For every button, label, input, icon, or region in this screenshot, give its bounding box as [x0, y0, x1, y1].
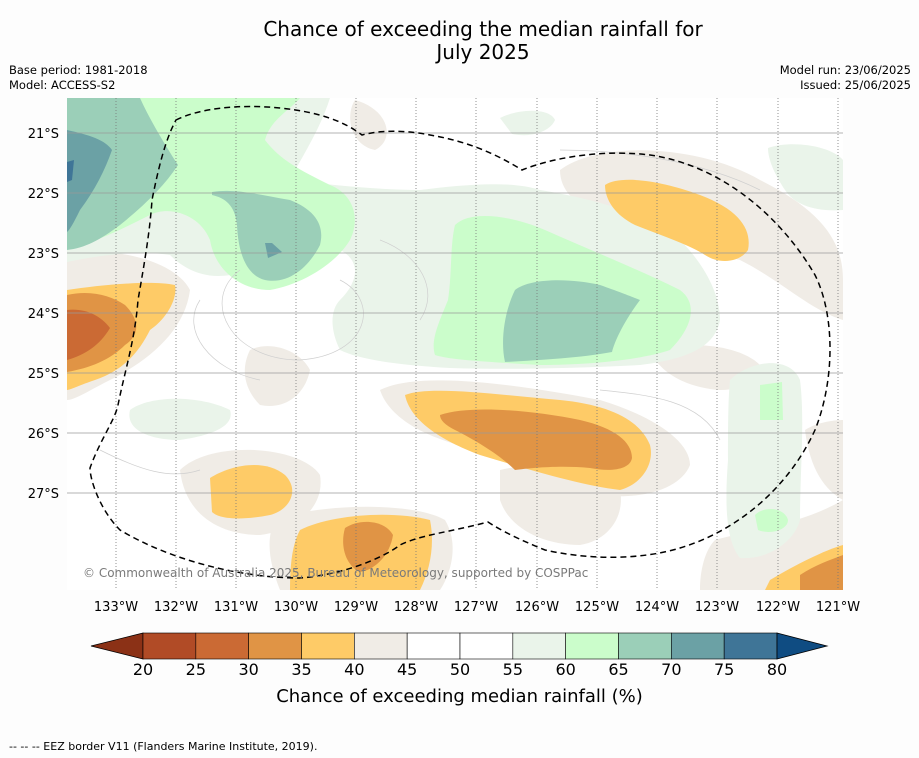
x-tick: 131°W — [214, 600, 258, 615]
graticule — [115, 98, 839, 590]
colorbar-segment — [354, 632, 408, 660]
x-tick: 132°W — [154, 600, 198, 615]
colorbar-label: Chance of exceeding median rainfall (%) — [276, 686, 643, 707]
colorbar-under-arrow — [90, 632, 144, 660]
x-tick: 128°W — [394, 600, 438, 615]
x-tick: 126°W — [515, 600, 559, 615]
colorbar-tick-label: 30 — [238, 660, 259, 679]
colorbar-segment — [459, 632, 514, 660]
eez-legend-note: -- -- -- EEZ border V11 (Flanders Marine… — [9, 740, 318, 753]
colorbar-tick-label: 25 — [185, 660, 206, 679]
colorbar-ticks: 20 25 30 35 40 45 50 55 60 65 70 75 80 — [0, 660, 919, 680]
contour-70-75 — [67, 130, 282, 258]
issued-date: Issued: 25/06/2025 — [800, 78, 911, 92]
model-run: Model run: 23/06/2025 — [779, 63, 911, 77]
colorbar-tick-label: 80 — [766, 660, 788, 679]
colorbar-tick-label: 75 — [713, 660, 735, 679]
title-line-1: Chance of exceeding the median rainfall … — [263, 17, 703, 41]
map-plot-area: © Commonwealth of Australia 2025, Bureau… — [67, 98, 843, 590]
colorbar — [90, 632, 829, 660]
colorbar-segment — [301, 632, 355, 660]
x-tick: 129°W — [334, 600, 378, 615]
x-tick: 125°W — [575, 600, 619, 615]
y-tick: 22°S — [28, 187, 59, 202]
y-tick: 21°S — [28, 127, 59, 142]
eez-border — [89, 105, 831, 579]
colorbar-segment — [723, 632, 778, 660]
y-tick: 26°S — [28, 427, 59, 442]
colorbar-tick-label: 50 — [449, 660, 471, 679]
colorbar-tick-label: 40 — [344, 660, 365, 679]
x-tick: 122°W — [756, 600, 800, 615]
copyright-text: © Commonwealth of Australia 2025, Bureau… — [83, 566, 588, 580]
y-tick: 24°S — [28, 307, 59, 322]
colorbar-tick-label: 35 — [291, 660, 312, 679]
colorbar-segment — [195, 632, 249, 660]
colorbar-segment — [618, 632, 672, 660]
colorbar-segment — [406, 632, 461, 660]
colorbar-tick-label: 45 — [396, 660, 418, 679]
latitude-lines — [67, 132, 843, 494]
colorbar-segment — [142, 632, 197, 660]
y-tick: 27°S — [28, 487, 59, 502]
x-axis-labels: 133°W 132°W 131°W 130°W 129°W 128°W 127°… — [94, 600, 860, 615]
title-line-2: July 2025 — [436, 40, 530, 64]
contour-65-70 — [67, 98, 640, 362]
colorbar-over-arrow — [776, 632, 829, 660]
meta-left: Base period: 1981-2018 Model: ACCESS-S2 — [9, 63, 148, 93]
contour-lines — [99, 149, 761, 475]
x-tick: 124°W — [635, 600, 679, 615]
colorbar-segment — [512, 632, 566, 660]
y-tick: 25°S — [28, 367, 59, 382]
colorbar-tick-label: 60 — [555, 660, 576, 679]
x-tick: 123°W — [695, 600, 739, 615]
colorbar-tick-label: 70 — [661, 660, 682, 679]
base-period: Base period: 1981-2018 — [9, 63, 148, 77]
x-tick: 130°W — [274, 600, 318, 615]
contour-25-30 — [67, 309, 110, 360]
rainfall-map: © Commonwealth of Australia 2025, Bureau… — [28, 98, 860, 660]
colorbar-segments — [142, 632, 778, 660]
colorbar-segment — [248, 632, 302, 660]
model-name: Model: ACCESS-S2 — [9, 78, 116, 92]
colorbar-tick-label: 55 — [502, 660, 523, 679]
y-tick: 23°S — [28, 247, 59, 262]
x-tick: 133°W — [94, 600, 138, 615]
colorbar-tick-label: 65 — [608, 660, 629, 679]
map-title: Chance of exceeding the median rainfall … — [0, 18, 919, 64]
meta-right: Model run: 23/06/2025 Issued: 25/06/2025 — [780, 63, 911, 93]
y-axis-labels: 21°S 22°S 23°S 24°S 25°S 26°S 27°S — [28, 127, 59, 502]
x-tick: 121°W — [816, 600, 860, 615]
colorbar-segment — [565, 632, 619, 660]
x-tick: 127°W — [454, 600, 498, 615]
colorbar-segment — [671, 632, 725, 660]
contour-75-80 — [67, 160, 74, 182]
colorbar-tick-label: 20 — [132, 660, 154, 679]
